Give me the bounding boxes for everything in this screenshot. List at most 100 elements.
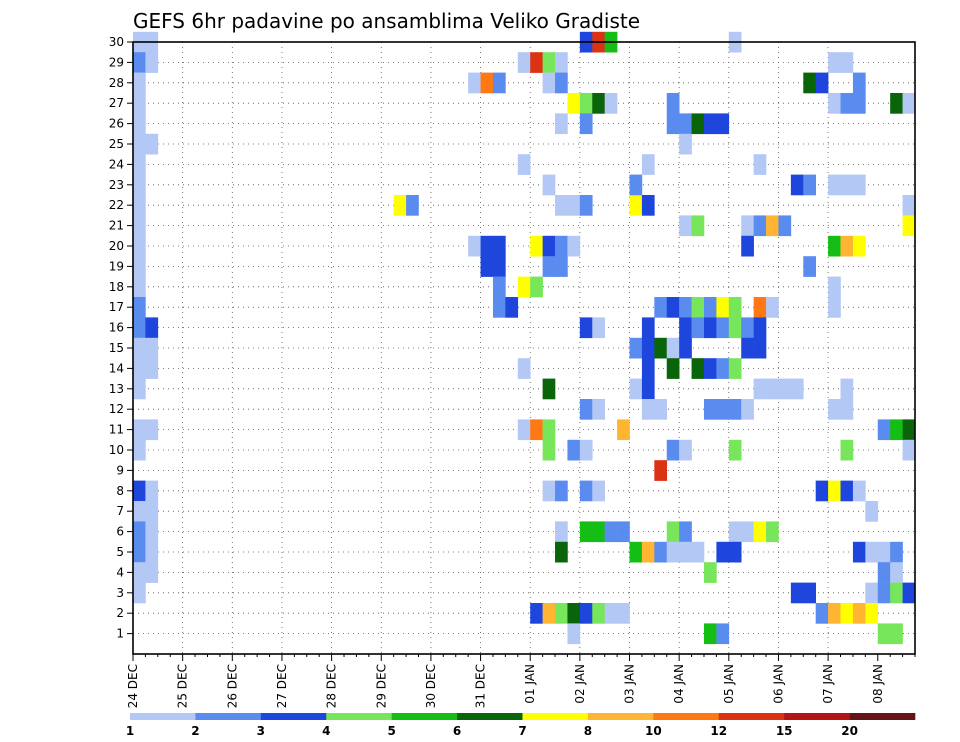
- data-cell: [865, 603, 879, 624]
- data-cell: [542, 256, 556, 277]
- data-cell: [555, 195, 568, 216]
- data-cell: [691, 297, 705, 318]
- x-tick-label: 30 DEC: [424, 664, 438, 708]
- data-cell: [852, 72, 866, 94]
- data-cell: [828, 399, 841, 420]
- data-cell: [517, 358, 531, 379]
- data-cell: [877, 419, 891, 441]
- colorbar-swatch: [391, 713, 458, 720]
- data-cell: [567, 235, 581, 257]
- data-cell: [133, 419, 146, 441]
- colorbar-label: 7: [518, 724, 526, 738]
- data-cell: [840, 174, 854, 196]
- x-tick-label: 08 JAN: [871, 664, 885, 704]
- data-cell: [803, 174, 816, 196]
- data-cell: [480, 256, 494, 277]
- y-tick-label: 1: [116, 627, 124, 641]
- y-tick-label: 22: [109, 198, 124, 212]
- colorbar-label: 2: [191, 724, 199, 738]
- data-cell: [542, 419, 556, 441]
- x-tick-label: 24 DEC: [126, 664, 140, 708]
- y-tick-label: 21: [109, 219, 124, 233]
- data-cell: [145, 52, 159, 73]
- colorbar-swatch: [130, 713, 196, 720]
- data-cell: [691, 358, 705, 379]
- data-cell: [629, 378, 643, 400]
- data-cell: [902, 419, 916, 441]
- data-cell: [145, 562, 159, 583]
- data-cell: [406, 195, 419, 216]
- data-cell: [728, 399, 742, 420]
- data-cell: [145, 317, 159, 339]
- data-cell: [852, 603, 866, 624]
- data-cell: [902, 582, 916, 604]
- data-cell: [703, 562, 717, 583]
- data-cell: [828, 603, 841, 624]
- data-cell: [133, 256, 146, 277]
- data-cell: [530, 235, 543, 257]
- data-cell: [679, 297, 692, 318]
- data-cell: [542, 378, 556, 400]
- data-cell: [133, 215, 146, 237]
- data-cell: [145, 541, 159, 563]
- data-cell: [716, 541, 730, 563]
- data-cell: [741, 399, 754, 420]
- data-cell: [716, 113, 730, 135]
- colorbar-label: 15: [776, 724, 793, 738]
- data-cell: [641, 358, 655, 379]
- data-cell: [654, 337, 668, 359]
- data-cell: [133, 317, 146, 339]
- data-cell: [555, 235, 568, 257]
- data-cell: [840, 235, 854, 257]
- data-cell: [133, 439, 146, 461]
- data-cell: [579, 439, 593, 461]
- data-cell: [815, 480, 829, 502]
- data-cell: [567, 439, 581, 461]
- data-cell: [728, 541, 742, 563]
- data-cell: [666, 297, 680, 318]
- data-cell: [766, 215, 779, 237]
- data-cell: [840, 603, 854, 624]
- data-cell: [592, 521, 605, 543]
- data-cell: [703, 399, 717, 420]
- data-cell: [133, 378, 146, 400]
- data-cell: [790, 174, 804, 196]
- data-cell: [790, 378, 804, 400]
- colorbar: 1 2 3 4 5 6 7 8 10 12 15 20: [126, 713, 916, 738]
- data-cell: [145, 501, 159, 522]
- data-cell: [492, 256, 506, 277]
- x-tick-label: 02 JAN: [573, 664, 587, 704]
- data-cell: [579, 317, 593, 339]
- data-cell: [579, 603, 593, 624]
- data-cell: [679, 215, 692, 237]
- colorbar-label: 20: [841, 724, 858, 738]
- colorbar-label: 10: [645, 724, 662, 738]
- y-tick-label: 2: [116, 606, 124, 620]
- x-tick-label: 04 JAN: [672, 664, 686, 704]
- colorbar-swatch: [784, 713, 850, 720]
- data-cell: [133, 480, 146, 502]
- data-cell: [133, 93, 146, 114]
- colorbar-swatch: [718, 713, 785, 720]
- data-cell: [133, 113, 146, 135]
- y-tick-label: 28: [109, 76, 124, 90]
- data-cell: [629, 174, 643, 196]
- colorbar-swatch: [326, 713, 392, 720]
- data-cell: [890, 582, 903, 604]
- y-tick-label: 8: [116, 484, 124, 498]
- data-cell: [579, 399, 593, 420]
- data-cell: [828, 93, 841, 114]
- data-cell: [877, 582, 891, 604]
- y-tick-label: 5: [116, 545, 124, 559]
- data-cell: [654, 399, 668, 420]
- data-cell: [517, 419, 531, 441]
- data-cell: [641, 378, 655, 400]
- data-cell: [679, 113, 692, 135]
- data-cell: [890, 623, 903, 645]
- data-cell: [828, 52, 841, 73]
- data-cell: [728, 358, 742, 379]
- data-cells: [133, 31, 916, 645]
- y-tick-label: 29: [109, 55, 124, 69]
- chart-title: GEFS 6hr padavine po ansamblima Veliko G…: [133, 9, 640, 33]
